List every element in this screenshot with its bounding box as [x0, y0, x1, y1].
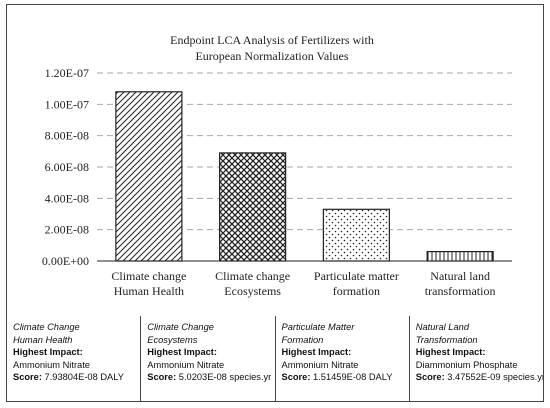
category-label: Ecosystems	[224, 284, 281, 298]
chart-title-line-1: Endpoint LCA Analysis of Fertilizers wit…	[170, 33, 374, 47]
score-value: 1.51459E-08 DALY	[310, 372, 393, 382]
impact-category-name: Climate Change	[13, 322, 80, 332]
score-value: 7.93804E-08 DALY	[41, 372, 124, 382]
impact-category-name: Climate Change	[147, 322, 214, 332]
impact-score: Score: 3.47552E-09 species.yr	[415, 371, 543, 384]
highest-impact-material: Ammonium Nitrate	[147, 359, 225, 370]
impact-cell-2: Climate Change Ecosystems Highest Impact: A…	[141, 316, 276, 401]
bar-1	[115, 91, 183, 262]
highest-impact-heading: Highest Impact:	[13, 347, 83, 357]
category-label: transformation	[425, 284, 496, 298]
score-label: Score:	[13, 372, 42, 382]
chart-title-line-2: European Normalization Values	[195, 49, 348, 63]
category-label: Human Health	[114, 284, 184, 298]
category-label: Natural land	[430, 269, 490, 283]
impact-summary-table: Climate Change Human Health Highest Impact…	[6, 316, 544, 402]
impact-cell-4: Natural Land Transformation Highest Impact…	[410, 316, 543, 401]
y-tick-label: 1.20E-07	[45, 66, 89, 80]
impact-score: Score: 7.93804E-08 DALY	[13, 371, 136, 384]
y-tick-label: 6.00E-08	[45, 160, 89, 174]
impact-category-name: Natural Land	[415, 322, 469, 332]
y-tick-label: 2.00E-08	[45, 223, 89, 237]
category-label: Climate change	[215, 269, 290, 283]
score-label: Score:	[415, 372, 445, 382]
bar-3	[322, 208, 390, 262]
y-tick-label: 4.00E-08	[45, 191, 89, 205]
bar-2	[219, 152, 287, 262]
highest-impact-material: Ammonium Nitrate	[13, 359, 90, 370]
highest-impact-material: Ammonium Nitrate	[281, 359, 359, 370]
impact-score: Score: 5.0203E-08 species.yr	[147, 371, 272, 384]
chart-frame: Endpoint LCA Analysis of Fertilizers wit…	[6, 4, 544, 318]
score-label: Score:	[147, 372, 177, 382]
impact-score: Score: 1.51459E-08 DALY	[282, 371, 405, 384]
impact-cell-3: Particulate Matter Formation Highest Impac…	[276, 316, 410, 401]
impact-category-name: Formation	[281, 334, 324, 345]
highest-impact-heading: Highest Impact:	[415, 347, 486, 357]
impact-category-name: Human Health	[13, 334, 73, 345]
bar-4	[426, 251, 494, 262]
impact-category-name: Ecosystems	[147, 334, 198, 345]
score-value: 3.47552E-09 species.yr	[444, 372, 543, 382]
impact-category-name: Transformation	[415, 334, 478, 345]
highest-impact-material: Diammonium Phosphate	[415, 359, 518, 370]
score-label: Score:	[281, 372, 311, 382]
y-tick-label: 0.00E+00	[42, 254, 89, 268]
category-label: formation	[333, 284, 380, 298]
score-value: 5.0203E-08 species.yr	[176, 372, 272, 382]
impact-category-name: Particulate Matter	[281, 322, 355, 332]
y-tick-label: 8.00E-08	[45, 129, 89, 143]
y-tick-label: 1.00E-07	[45, 97, 89, 111]
category-label: Climate change	[111, 269, 186, 283]
bar-chart: Endpoint LCA Analysis of Fertilizers wit…	[42, 33, 512, 298]
impact-cell-1: Climate Change Human Health Highest Impact…	[7, 316, 142, 401]
highest-impact-heading: Highest Impact:	[147, 347, 217, 357]
highest-impact-heading: Highest Impact:	[281, 347, 352, 357]
category-label: Particulate matter	[314, 269, 399, 283]
